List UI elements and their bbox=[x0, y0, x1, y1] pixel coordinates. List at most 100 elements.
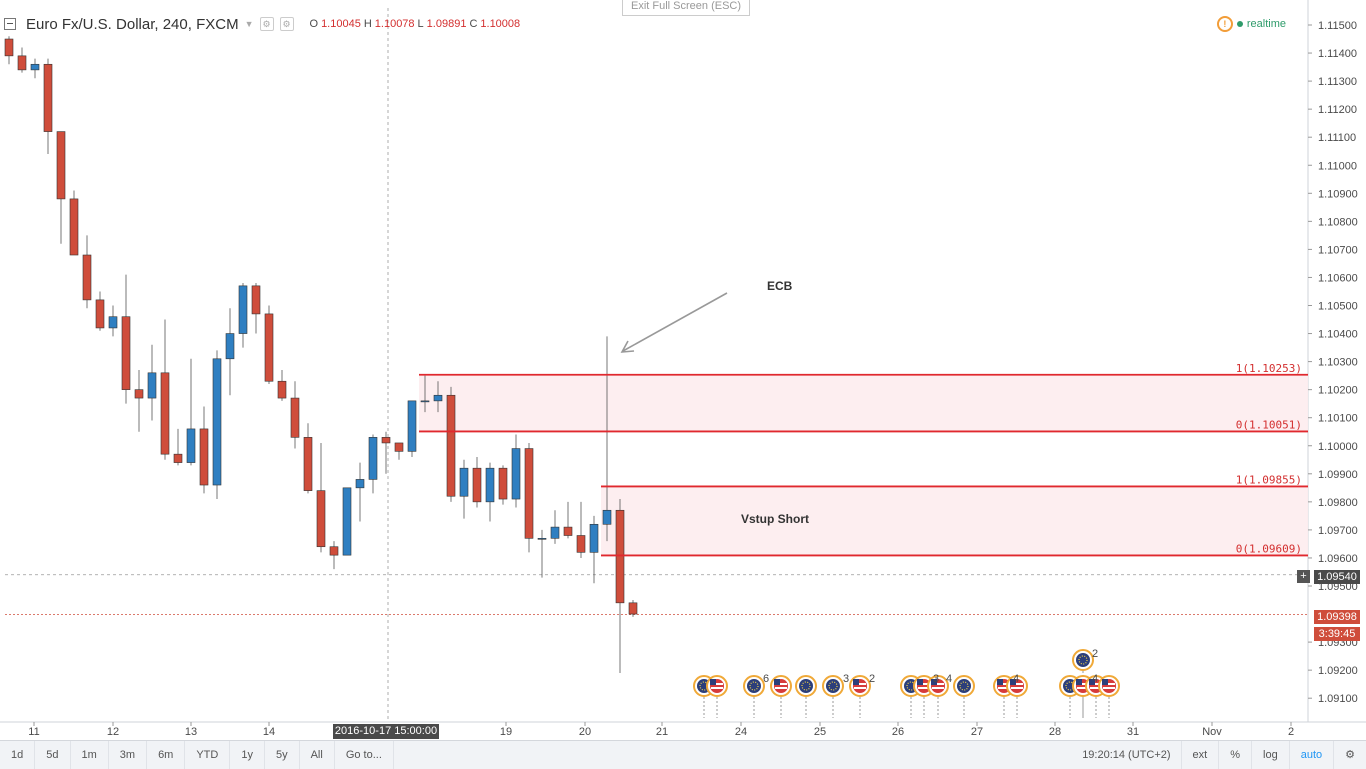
price-tick-label: 1.11200 bbox=[1318, 104, 1357, 116]
eu-stars bbox=[828, 681, 838, 691]
time-tick-label: 27 bbox=[971, 726, 983, 738]
range-1d-button[interactable]: 1d bbox=[0, 741, 36, 769]
candle-body bbox=[459, 467, 469, 497]
price-tick-label: 1.10300 bbox=[1318, 357, 1358, 369]
price-tick-label: 1.10100 bbox=[1318, 413, 1358, 425]
price-tick-label: 1.11000 bbox=[1318, 160, 1357, 172]
time-tick-label: 24 bbox=[735, 726, 747, 738]
status-dot-icon bbox=[1236, 21, 1243, 27]
price-axis: 1.11500 1.11400 1.11300 1.11200 1.11100 1.110… bbox=[1308, 20, 1358, 705]
event-count-label: 4 bbox=[1013, 673, 1019, 685]
collapse-icon[interactable] bbox=[4, 18, 16, 30]
warning-icon[interactable]: ! bbox=[1216, 16, 1233, 32]
candle-body bbox=[108, 316, 118, 329]
flag-stripe bbox=[998, 683, 1010, 685]
price-tick-label: 1.10800 bbox=[1318, 216, 1358, 228]
candle-body bbox=[576, 535, 586, 553]
open-value: 1.10045 bbox=[321, 18, 361, 30]
candle-body bbox=[537, 538, 547, 540]
fib-levels: 1(1.10253) 0(1.10051) 1(1.09855) 0(1.09609) bbox=[419, 362, 1308, 557]
range-all-button[interactable]: All bbox=[300, 741, 335, 769]
candle-body bbox=[303, 437, 313, 491]
candle-body bbox=[225, 333, 235, 360]
economic-event-icon bbox=[743, 675, 765, 718]
price-tick-label: 1.09600 bbox=[1318, 553, 1358, 565]
range-1m-button[interactable]: 1m bbox=[71, 741, 109, 769]
chart-header: Euro Fx/U.S. Dollar, 240, FXCM ▼ ⚙ ⚙ O 1… bbox=[4, 10, 520, 38]
eu-flag-icon bbox=[1076, 653, 1090, 667]
flag-stripe bbox=[932, 687, 944, 689]
high-label: H bbox=[363, 18, 372, 30]
candle-body bbox=[602, 509, 612, 525]
exit-fullscreen-button[interactable]: Exit Full Screen (ESC) bbox=[622, 0, 750, 16]
candle-body bbox=[69, 198, 79, 256]
candle-body bbox=[251, 285, 261, 315]
candle-body bbox=[485, 467, 495, 503]
candle-body bbox=[615, 509, 625, 604]
flag-stripe bbox=[711, 683, 723, 685]
flag-stripe bbox=[1090, 683, 1102, 685]
candle-body bbox=[446, 394, 456, 497]
candle-body bbox=[316, 490, 326, 548]
flag-stripe bbox=[918, 687, 930, 689]
range-5d-button[interactable]: 5d bbox=[35, 741, 71, 769]
flag-canton bbox=[997, 679, 1003, 685]
candle-body bbox=[628, 602, 638, 615]
fib-zones bbox=[419, 374, 1308, 556]
event-count-label: 4 bbox=[946, 673, 952, 685]
flag-canton bbox=[853, 679, 859, 685]
time-tick-label: 21 bbox=[656, 726, 668, 738]
goto-button[interactable]: Go to... bbox=[335, 741, 394, 769]
ext-toggle[interactable]: ext bbox=[1180, 741, 1219, 769]
candle-body bbox=[563, 526, 573, 536]
realtime-status[interactable]: ! realtime bbox=[1216, 16, 1286, 32]
format-icon[interactable]: ⚙ bbox=[279, 17, 294, 31]
event-count-label: 2 bbox=[1092, 648, 1098, 660]
range-1y-button[interactable]: 1y bbox=[230, 741, 265, 769]
candle-body bbox=[368, 437, 378, 480]
range-3m-button[interactable]: 3m bbox=[109, 741, 148, 769]
add-alert-button[interactable]: + bbox=[1297, 570, 1310, 583]
time-tick-label: 25 bbox=[814, 726, 826, 738]
close-label: C bbox=[469, 18, 478, 30]
candle-body bbox=[95, 299, 105, 329]
gear-icon[interactable]: ⚙ bbox=[1333, 741, 1366, 769]
economic-event-icon bbox=[1006, 675, 1028, 718]
chevron-down-icon[interactable]: ▼ bbox=[244, 19, 254, 29]
range-6m-button[interactable]: 6m bbox=[147, 741, 186, 769]
fib-zone-0 bbox=[419, 374, 1308, 432]
economic-event-icon bbox=[953, 675, 975, 718]
time-tick-label: 12 bbox=[107, 726, 119, 738]
range-ytd-button[interactable]: YTD bbox=[185, 741, 231, 769]
flag-stripe bbox=[854, 687, 866, 689]
time-tick-label: 28 bbox=[1049, 726, 1061, 738]
event-count-label: 3 bbox=[843, 673, 849, 685]
price-tick-label: 1.10400 bbox=[1318, 329, 1358, 341]
ecb-label: ECB bbox=[767, 279, 793, 293]
symbol-title[interactable]: Euro Fx/U.S. Dollar, 240, FXCM bbox=[26, 15, 239, 33]
time-tick-label: 20 bbox=[579, 726, 591, 738]
clock-time[interactable]: 19:20:14 (UTC+2) bbox=[1082, 749, 1171, 761]
candle-body bbox=[277, 380, 287, 399]
candle-body bbox=[30, 63, 40, 71]
eu-flag-icon bbox=[799, 679, 813, 693]
settings-icon[interactable]: ⚙ bbox=[259, 17, 274, 31]
time-tick-label: 2 bbox=[1288, 726, 1294, 738]
chart-area[interactable]: 1(1.10253) 0(1.10051) 1(1.09855) 0(1.09609)… bbox=[0, 0, 1366, 740]
candle-body bbox=[472, 467, 482, 503]
flag-canton bbox=[774, 679, 780, 685]
candle-body bbox=[420, 400, 430, 403]
range-5y-button[interactable]: 5y bbox=[265, 741, 300, 769]
flag-canton bbox=[917, 679, 923, 685]
log-toggle[interactable]: log bbox=[1251, 741, 1289, 769]
percent-toggle[interactable]: % bbox=[1218, 741, 1251, 769]
candle-body bbox=[160, 372, 170, 455]
eu-stars bbox=[801, 681, 811, 691]
event-count-label: 6 bbox=[763, 673, 769, 685]
economic-event-icon bbox=[770, 675, 792, 718]
time-tick-label: 14 bbox=[263, 726, 275, 738]
candle-body bbox=[56, 131, 66, 200]
price-chart[interactable]: 1(1.10253) 0(1.10051) 1(1.09855) 0(1.09609)… bbox=[0, 0, 1366, 740]
event-count-label: 2 bbox=[869, 673, 875, 685]
auto-toggle[interactable]: auto bbox=[1288, 741, 1333, 769]
